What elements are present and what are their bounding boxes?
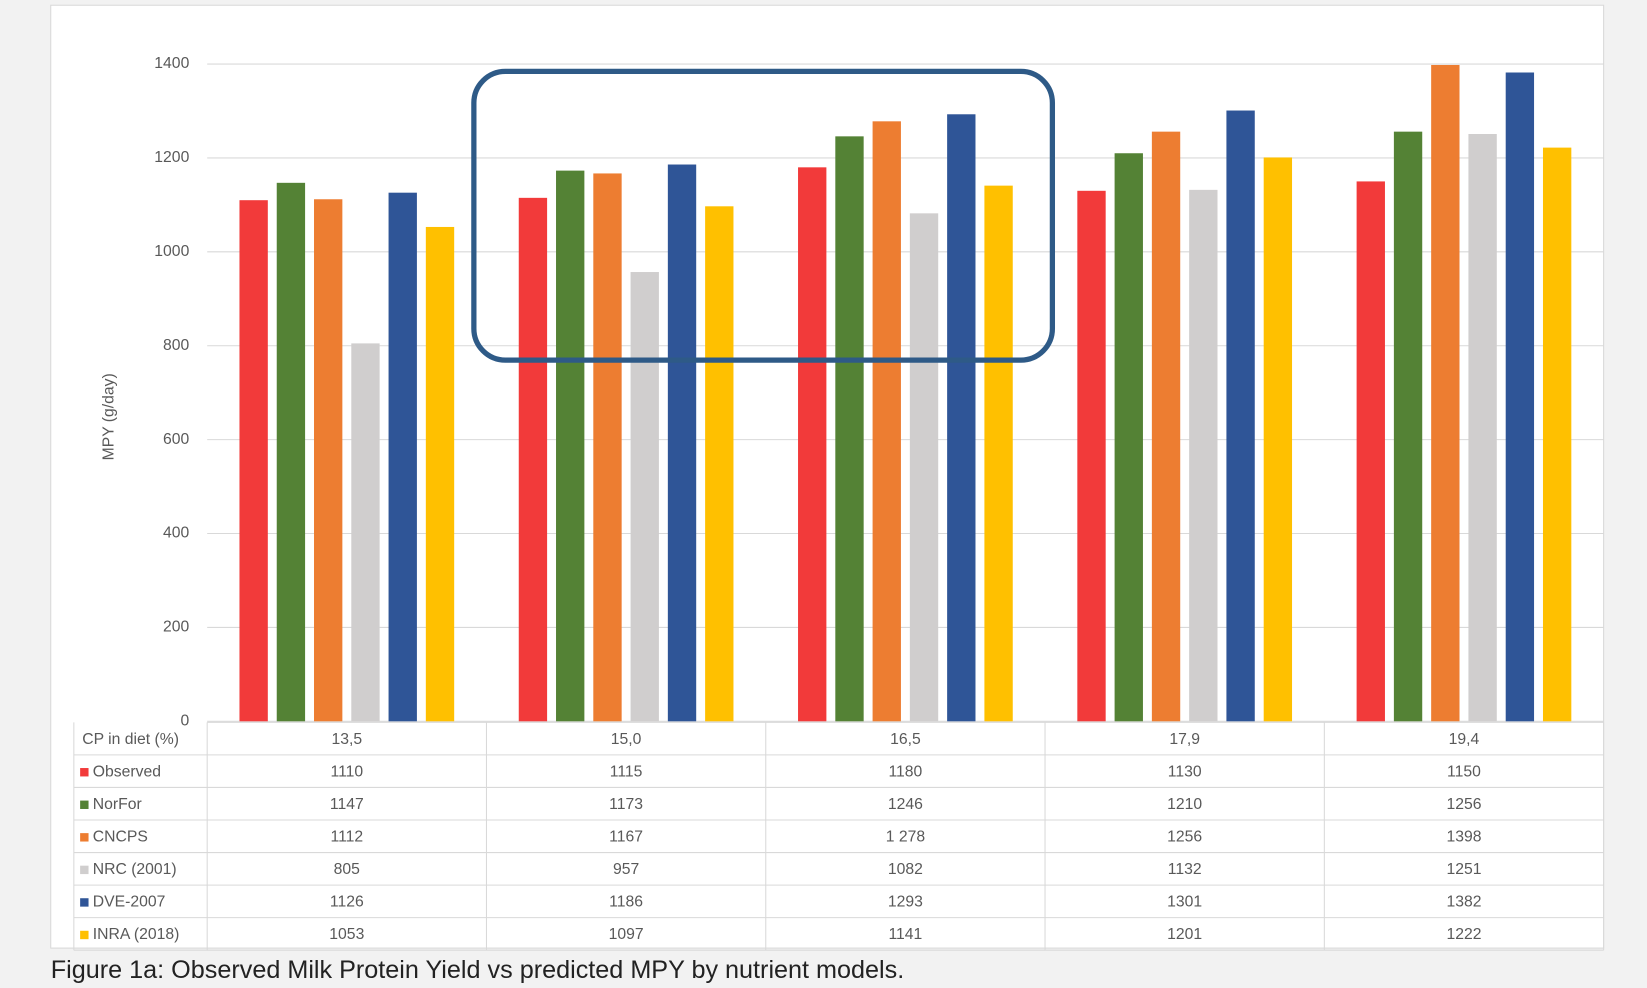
- bar: [630, 272, 659, 722]
- x-tick-label: 19,4: [1449, 731, 1480, 748]
- table-value: 1256: [1167, 828, 1202, 845]
- table-value: 1115: [610, 763, 643, 780]
- table-value: 1110: [330, 763, 363, 780]
- legend-label: NRC (2001): [93, 861, 177, 878]
- table-value: 1256: [1446, 796, 1481, 813]
- bar: [593, 173, 622, 722]
- table-header: CP in diet (%): [82, 731, 179, 748]
- table-value: 1112: [330, 828, 363, 845]
- x-tick-label: 13,5: [332, 731, 363, 748]
- table-value: 805: [334, 861, 361, 878]
- legend-swatch: [80, 865, 89, 875]
- y-tick-label: 600: [163, 431, 190, 448]
- legend-swatch: [80, 833, 89, 842]
- caption: Figure 1a: Observed Milk Protein Yield v…: [51, 956, 905, 984]
- bar: [1356, 181, 1385, 722]
- legend-label: DVE-2007: [93, 894, 166, 911]
- bar: [798, 167, 827, 722]
- bar: [1114, 153, 1143, 722]
- y-tick-label: 0: [181, 712, 190, 729]
- table-value: 1180: [888, 763, 922, 780]
- table-value: 1186: [609, 894, 643, 911]
- x-tick-label: 15,0: [611, 731, 642, 748]
- y-tick-label: 1000: [154, 243, 189, 260]
- bar: [1189, 189, 1218, 722]
- legend-swatch: [80, 930, 89, 940]
- bar: [1226, 110, 1255, 722]
- table-value: 1210: [1167, 796, 1202, 813]
- x-tick-label: 17,9: [1169, 731, 1200, 748]
- bar: [705, 206, 734, 722]
- bar: [984, 185, 1013, 722]
- bars: [239, 64, 1572, 722]
- bar: [276, 182, 306, 722]
- table-value: 1222: [1446, 926, 1481, 943]
- table-value: 1126: [330, 894, 364, 911]
- table-value: 1130: [1168, 763, 1202, 780]
- table-value: 1173: [609, 796, 643, 813]
- bar: [667, 164, 697, 722]
- bar: [1431, 64, 1460, 722]
- y-axis-label: MPY (g/day): [101, 373, 118, 460]
- bar: [239, 200, 268, 722]
- y-tick-label: 400: [163, 525, 190, 542]
- table-value: 1132: [1168, 861, 1202, 878]
- bar: [518, 197, 548, 722]
- bar: [1505, 72, 1535, 722]
- legend-label: INRA (2018): [93, 926, 180, 943]
- bar: [947, 114, 976, 722]
- bar: [1393, 131, 1423, 722]
- table-value: 1246: [888, 796, 923, 813]
- highlight-box: [471, 68, 1056, 363]
- table-value: 1150: [1447, 763, 1481, 780]
- legend-label: Observed: [93, 763, 161, 780]
- bar: [1263, 157, 1293, 722]
- legend-swatch: [80, 800, 89, 809]
- bar: [1542, 147, 1572, 722]
- table-value: 1201: [1167, 926, 1202, 943]
- table-value: 1141: [888, 926, 922, 943]
- table-value: 1251: [1446, 861, 1481, 878]
- table-value: 1167: [609, 828, 643, 845]
- legend-label: CNCPS: [93, 828, 148, 845]
- table-value: 1053: [329, 926, 364, 943]
- bar: [909, 213, 939, 722]
- bar: [388, 192, 417, 722]
- x-tick-label: 16,5: [890, 731, 921, 748]
- y-tick-label: 1400: [154, 55, 189, 72]
- bar: [1468, 133, 1497, 722]
- table-value: 1097: [609, 926, 644, 943]
- table-value: 1147: [330, 796, 364, 813]
- y-tick-label: 800: [163, 337, 190, 354]
- chart-frame: [50, 4, 1605, 949]
- table-value: 1293: [888, 894, 923, 911]
- bar: [1151, 131, 1181, 722]
- bar: [872, 121, 901, 722]
- bar: [314, 199, 343, 722]
- legend-swatch: [80, 768, 89, 777]
- y-tick-label: 1200: [154, 149, 189, 166]
- y-tick-label: 200: [163, 619, 190, 636]
- table-value: 1398: [1446, 828, 1481, 845]
- table-value: 1382: [1446, 894, 1481, 911]
- table-value: 1301: [1167, 894, 1202, 911]
- bar: [1077, 190, 1106, 722]
- legend-label: NorFor: [93, 796, 142, 813]
- legend-swatch: [80, 898, 89, 907]
- table-value: 1 278: [886, 828, 926, 845]
- bar: [351, 343, 380, 722]
- bar: [425, 226, 455, 722]
- table-value: 1082: [888, 861, 923, 878]
- data-table: CP in diet (%) 13,5 15,0 16,5 17,9 19,4 Observ…: [73, 721, 1605, 951]
- bar: [835, 136, 864, 722]
- table-value: 957: [613, 861, 639, 878]
- bar: [556, 170, 585, 722]
